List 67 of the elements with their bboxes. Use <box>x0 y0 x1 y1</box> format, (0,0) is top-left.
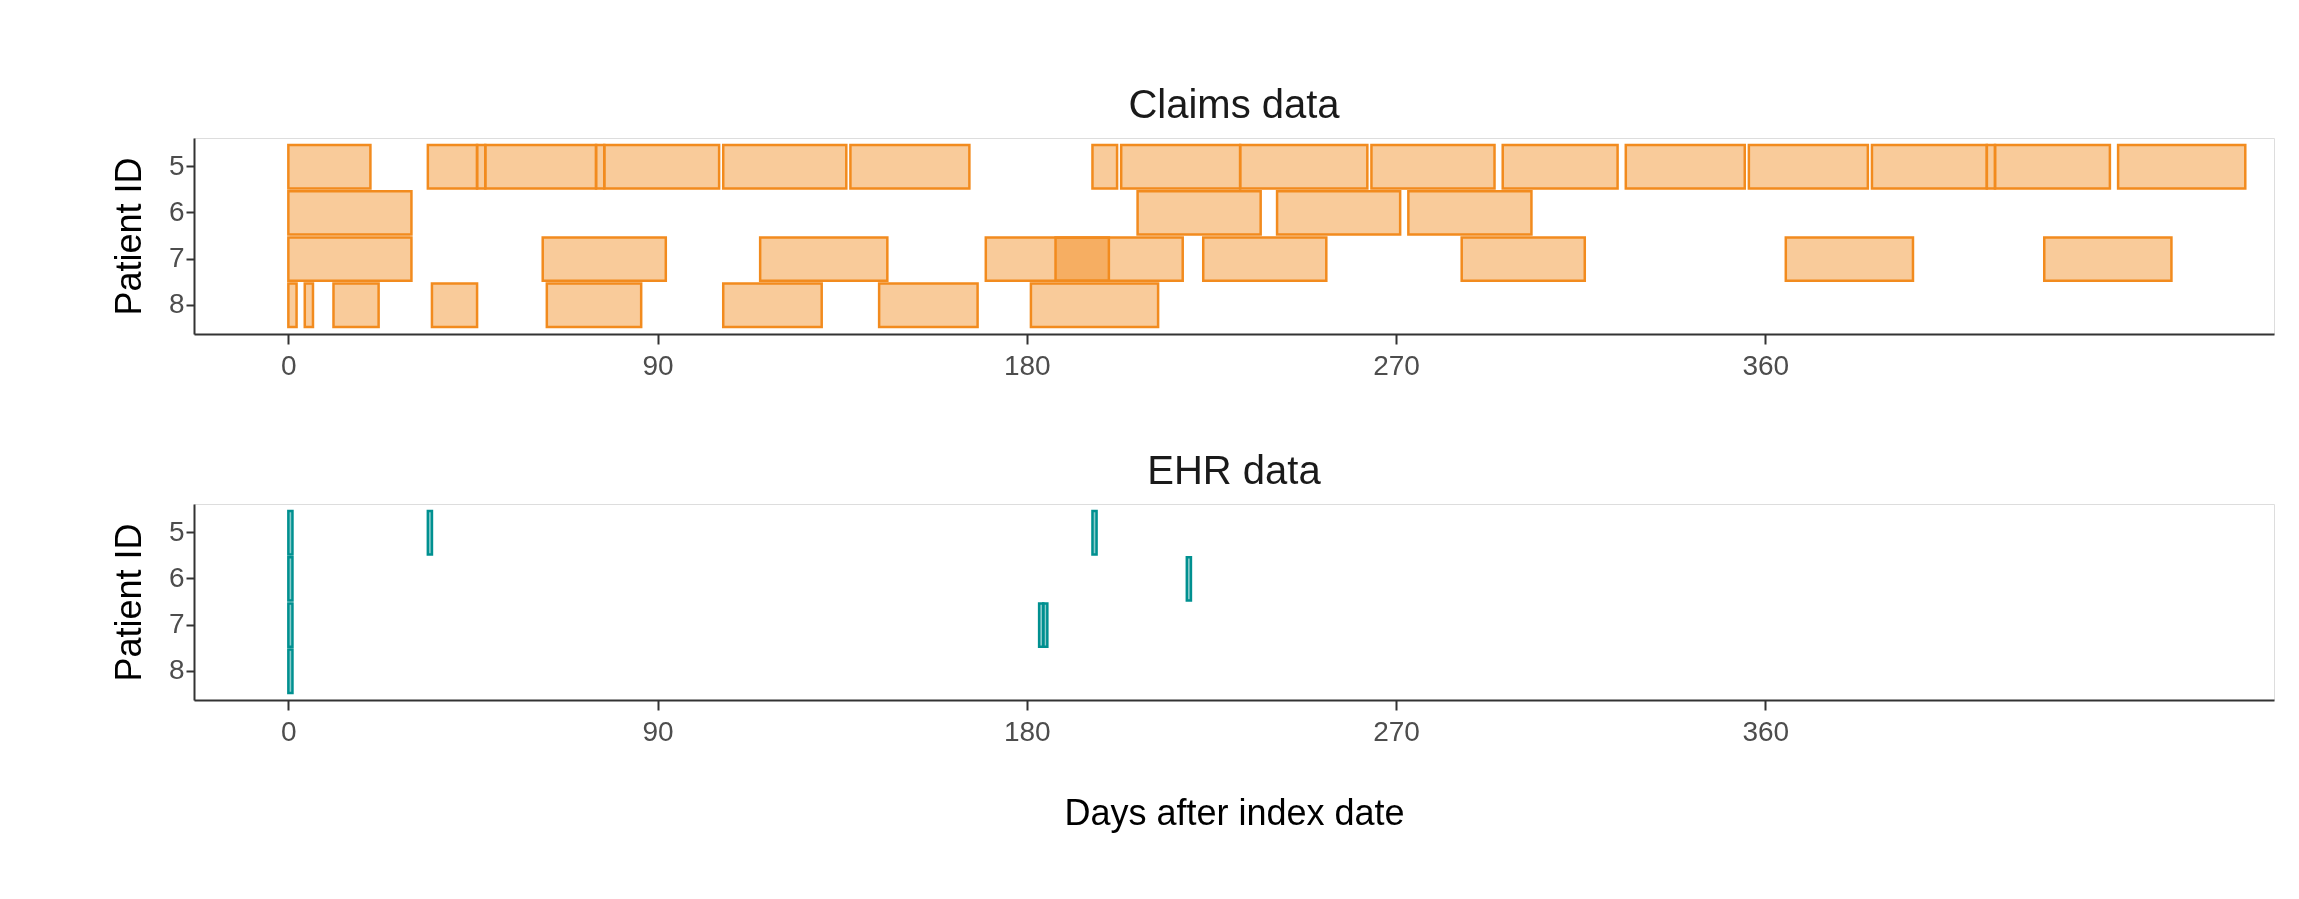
bar <box>287 282 298 329</box>
bar <box>426 143 479 190</box>
x-tick-label: 360 <box>1742 715 1790 747</box>
bar <box>1624 143 1747 190</box>
x-tick-label: 360 <box>1742 349 1790 381</box>
x-tick-label: 0 <box>281 715 297 747</box>
x-tick-label: 180 <box>1003 715 1051 747</box>
x-axis-title: Days after index date <box>1064 791 1405 833</box>
bar <box>484 143 598 190</box>
bar <box>1870 143 1989 190</box>
bar <box>1993 143 2112 190</box>
bar <box>287 189 413 236</box>
bar <box>541 236 668 283</box>
bar <box>545 282 643 329</box>
bar <box>721 282 823 329</box>
bar <box>430 282 479 329</box>
bar <box>287 555 294 602</box>
y-tick-label: 5 <box>168 515 185 547</box>
bar <box>332 282 380 329</box>
bar <box>1784 236 1915 283</box>
bar <box>287 509 294 556</box>
x-tick-label: 90 <box>642 715 674 747</box>
chart-title: Claims data <box>1128 82 1341 126</box>
bar <box>1370 143 1496 190</box>
bar <box>758 236 889 283</box>
y-tick-label: 7 <box>168 242 185 274</box>
y-tick-label: 8 <box>168 288 185 320</box>
bar <box>1091 509 1098 556</box>
bar <box>1136 189 1262 236</box>
bar <box>303 282 315 329</box>
x-tick-label: 270 <box>1373 715 1420 747</box>
bar <box>721 143 848 190</box>
bar <box>1407 189 1533 236</box>
bar <box>1041 602 1049 649</box>
bar <box>426 509 434 556</box>
bar <box>1747 143 1870 190</box>
x-tick-label: 270 <box>1373 349 1420 381</box>
y-tick-label: 6 <box>168 561 185 593</box>
bar <box>1185 555 1193 602</box>
bar <box>877 282 979 329</box>
bar <box>1119 143 1242 190</box>
bar <box>287 602 294 649</box>
x-tick-label: 180 <box>1003 349 1051 381</box>
y-tick-label: 6 <box>168 195 185 227</box>
bar <box>287 236 413 283</box>
y-tick-label: 8 <box>168 654 185 686</box>
y-tick-label: 7 <box>168 608 185 640</box>
bar <box>1054 236 1184 283</box>
bar <box>287 143 372 190</box>
bar <box>1201 236 1328 283</box>
bar <box>1501 143 1619 190</box>
y-tick-label: 5 <box>168 149 185 181</box>
y-axis-title: Patient ID <box>107 523 149 682</box>
bar <box>1238 143 1369 190</box>
bar <box>2043 236 2173 283</box>
y-axis-title: Patient ID <box>107 157 149 316</box>
x-tick-label: 0 <box>281 349 297 381</box>
bar <box>1091 143 1119 190</box>
bar <box>1275 189 1402 236</box>
bar <box>1029 282 1160 329</box>
bar <box>603 143 721 190</box>
bar <box>287 648 294 695</box>
x-tick-label: 90 <box>642 349 674 381</box>
bar <box>2116 143 2247 190</box>
bar <box>1460 236 1587 283</box>
chart-title: EHR data <box>1147 448 1322 492</box>
bar <box>849 143 971 190</box>
